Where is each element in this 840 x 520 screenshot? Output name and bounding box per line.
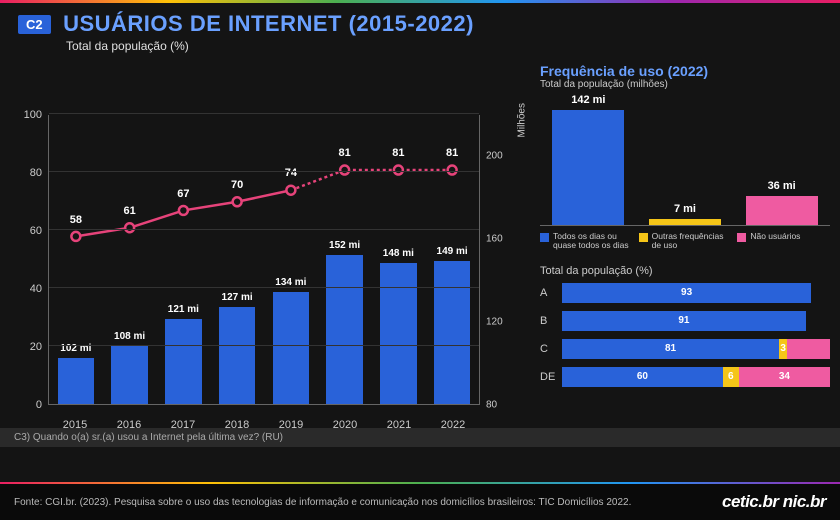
class-seg: 93 (562, 283, 811, 303)
line-series (49, 115, 479, 404)
class-bar-track: 813 (562, 339, 830, 359)
class-seg: 3 (779, 339, 787, 359)
gridline (49, 345, 479, 346)
class-seg (787, 339, 830, 359)
legend-text: Outras frequências de uso (652, 232, 732, 251)
plot-area: 102 mi58108 mi61121 mi67127 mi70134 mi74… (48, 115, 480, 405)
header: C2 USUÁRIOS DE INTERNET (2015-2022) Tota… (0, 3, 840, 55)
class-row: C813 (540, 337, 830, 361)
y-right-tick: 120 (486, 317, 503, 328)
y-left-tick: 0 (36, 399, 42, 411)
section-badge: C2 (18, 15, 51, 34)
freq-bar (746, 196, 818, 225)
class-seg: 60 (562, 367, 723, 387)
y-axis-right: Milhões 80120160200 (482, 115, 514, 405)
page-title: USUÁRIOS DE INTERNET (2015-2022) (63, 11, 474, 37)
freq-bar-label: 7 mi (649, 203, 721, 215)
class-label: C (540, 343, 562, 355)
class-label: B (540, 315, 562, 327)
freq-bar (552, 110, 624, 225)
legend-swatch (639, 233, 648, 242)
freq-bar-label: 36 mi (746, 180, 818, 192)
class-seg: 91 (562, 311, 806, 331)
y-left-tick: 40 (30, 283, 42, 295)
y-right-tick: 200 (486, 151, 503, 162)
page-subtitle: Total da população (%) (66, 39, 822, 53)
legend-text: Não usuários (750, 232, 800, 251)
gridline (49, 171, 479, 172)
gridline (49, 113, 479, 114)
class-bar-track: 91 (562, 311, 830, 331)
gridline (49, 287, 479, 288)
class-bar-track: 60634 (562, 367, 830, 387)
class-seg: 34 (739, 367, 830, 387)
class-label: DE (540, 371, 562, 383)
freq-bar-col: 36 mi (746, 96, 818, 225)
y-left-tick: 60 (30, 225, 42, 237)
source-text: Fonte: CGI.br. (2023). Pesquisa sobre o … (14, 497, 631, 508)
legend-text: Todos os dias ou quase todos os dias (553, 232, 633, 251)
freq-title: Frequência de uso (2022) (540, 63, 840, 79)
freq-legend: Todos os dias ou quase todos os dias Outr… (540, 232, 830, 251)
legend-item: Todos os dias ou quase todos os dias (540, 232, 633, 251)
y-left-tick: 100 (24, 109, 42, 121)
legend-swatch (737, 233, 746, 242)
main-chart: 020406080100 102 mi58108 mi61121 mi67127… (14, 115, 514, 445)
class-seg: 81 (562, 339, 779, 359)
freq-bar-label: 142 mi (552, 94, 624, 106)
y2-axis-label: Milhões (516, 103, 527, 137)
class-label: A (540, 287, 562, 299)
freq-bar-col: 7 mi (649, 96, 721, 225)
freq-chart: 142 mi 7 mi 36 mi (540, 96, 830, 226)
freq-subtitle: Total da população (milhões) (540, 79, 840, 90)
logos: cetic.br nic.br (722, 492, 826, 512)
class-row: B91 (540, 309, 830, 333)
y-right-tick: 160 (486, 234, 503, 245)
source-bar: Fonte: CGI.br. (2023). Pesquisa sobre o … (0, 482, 840, 520)
class-bar-track: 93 (562, 283, 830, 303)
class-chart-title: Total da população (%) (540, 265, 840, 277)
legend-item: Não usuários (737, 232, 830, 251)
class-chart: A93B91C813DE60634 (540, 281, 830, 389)
y-axis-left: 020406080100 (14, 115, 46, 405)
class-row: DE60634 (540, 365, 830, 389)
legend-swatch (540, 233, 549, 242)
freq-bar-col: 142 mi (552, 96, 624, 225)
right-panel: Frequência de uso (2022) Total da popula… (540, 63, 840, 393)
footnote: C3) Quando o(a) sr.(a) usou a Internet p… (0, 428, 840, 447)
class-seg: 6 (723, 367, 739, 387)
y-left-tick: 20 (30, 341, 42, 353)
gridline (49, 229, 479, 230)
class-row: A93 (540, 281, 830, 305)
y-right-tick: 80 (486, 400, 497, 411)
freq-bar (649, 219, 721, 225)
y-left-tick: 80 (30, 167, 42, 179)
legend-item: Outras frequências de uso (639, 232, 732, 251)
